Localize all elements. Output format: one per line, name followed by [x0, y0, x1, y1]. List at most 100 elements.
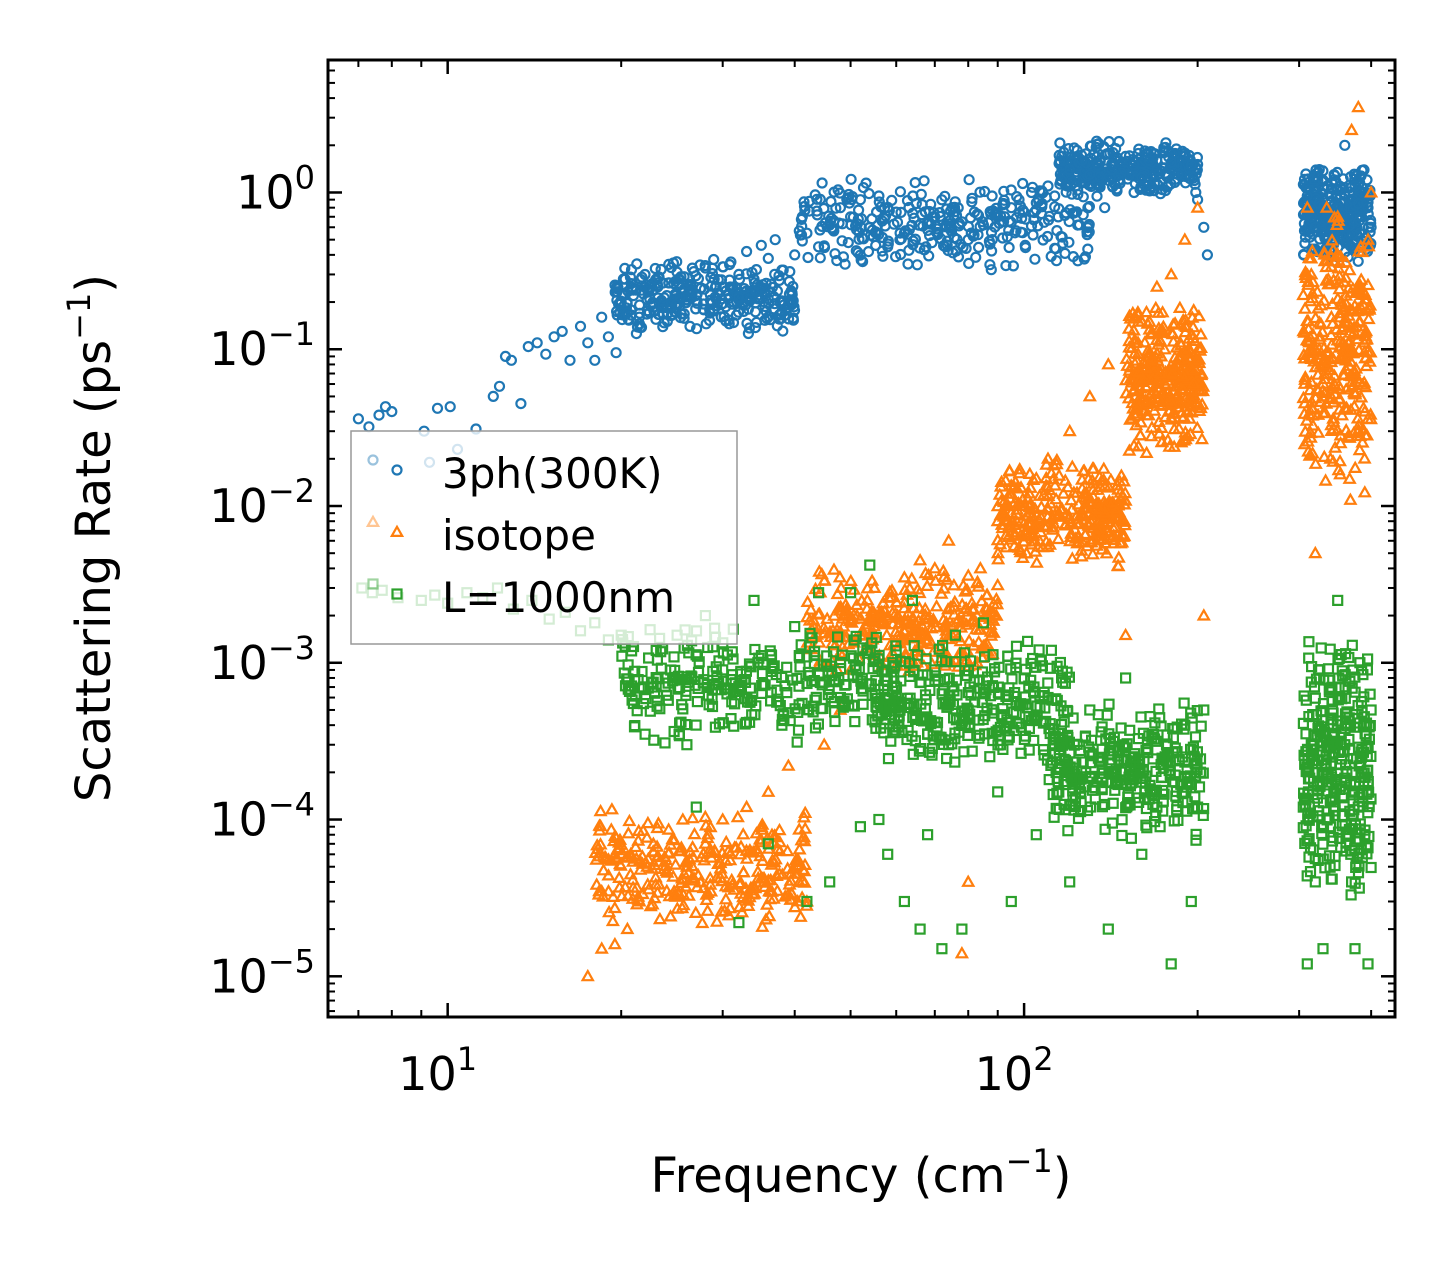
series-0-band-point [878, 202, 891, 214]
series-1-band-point [1300, 313, 1315, 326]
series-1-band-point [1174, 435, 1189, 448]
series-0-band-point [907, 207, 919, 219]
series-2-band-point [1065, 799, 1077, 811]
series-2-band-point [1300, 763, 1313, 775]
series-0-band-point [737, 305, 750, 317]
series-2-band-point [712, 677, 725, 690]
series-2-band-point [629, 675, 641, 687]
series-1-band-point [974, 594, 989, 607]
series-1-band-point [1060, 479, 1075, 493]
series-0-data-point [522, 341, 534, 353]
y-tick-label: 10−2 [209, 472, 315, 533]
series-1-data-point [1177, 232, 1192, 245]
series-2-data-point [898, 895, 911, 908]
series-0-band-point [851, 218, 864, 230]
series-1-band-point [1076, 500, 1091, 514]
series-2-band-point [1173, 753, 1185, 766]
series-1-band-point [1325, 296, 1340, 310]
series-2-band-point [1089, 781, 1101, 794]
series-1-band-point [730, 809, 745, 823]
series-1-band-point [1123, 311, 1138, 324]
series-1-band-point [1343, 340, 1358, 354]
series-2-data-point [1352, 801, 1364, 813]
series-0-band-point [831, 255, 843, 267]
series-0-data-point [977, 219, 990, 231]
series-2-data-point [943, 739, 955, 751]
series-1-band-point [1105, 495, 1121, 508]
series-2-band-point [1316, 827, 1328, 840]
series-1-data-point [990, 513, 1005, 527]
series-0-band-point [1026, 181, 1039, 193]
series-0-band-point [972, 241, 985, 253]
series-1-data-point [817, 737, 832, 750]
series-1-band-point [721, 844, 736, 857]
series-1-band-point [780, 843, 795, 857]
series-0-band-point [624, 271, 637, 283]
series-1-band-point [592, 849, 607, 862]
series-0-band-point [742, 327, 755, 340]
series-1-band-point [1012, 461, 1027, 475]
series-2-data-point [627, 697, 640, 710]
series-2-band-point [1074, 744, 1086, 757]
series-1-band-point [1186, 319, 1201, 333]
series-0-band-point [724, 281, 736, 293]
series-0-band-point [1000, 260, 1012, 272]
series-0-data-point [645, 299, 657, 312]
series-1-band-point [1348, 460, 1363, 473]
series-0-band-point [811, 209, 823, 221]
series-1-band-point [650, 839, 665, 852]
series-1-band-point [1141, 408, 1156, 421]
series-0-band-point [706, 268, 719, 280]
series-2-band-point [1072, 812, 1085, 825]
series-1-band-point [592, 845, 607, 859]
series-2-band-point [1349, 819, 1362, 831]
series-0-data-point [717, 281, 729, 293]
series-1-band-point [784, 885, 799, 899]
series-0-band-point [1041, 230, 1054, 243]
series-2-band-point [1067, 785, 1079, 797]
plot-frame [326, 58, 1397, 1019]
series-0-data-point [548, 331, 560, 343]
series-1-band-point [623, 867, 638, 880]
series-2-band-point [1358, 711, 1370, 723]
series-1-data-point [1360, 232, 1376, 245]
series-0-band-point [1303, 184, 1315, 196]
series-1-band-point [1347, 399, 1362, 412]
series-0-band-point [854, 249, 866, 261]
series-1-band-point [1016, 534, 1031, 547]
series-1-band-point [736, 865, 751, 878]
series-1-band-point [1360, 277, 1376, 291]
series-1-band-point [768, 852, 783, 865]
series-1-band-point [665, 831, 680, 845]
series-1-band-point [954, 614, 969, 628]
series-1-band-point [990, 545, 1005, 559]
series-1-band-point [1026, 472, 1041, 485]
series-2-data-point [1301, 958, 1313, 970]
series-0-data-point [769, 234, 781, 246]
series-2-band-point [804, 627, 816, 640]
series-2-band-point [698, 674, 710, 686]
series-1-data-point [594, 941, 609, 954]
series-0-data-point [633, 311, 645, 323]
series-1-data-point [913, 552, 928, 566]
series-1-band-point [700, 903, 715, 916]
series-2-band-point [1099, 823, 1111, 835]
series-1-band-point [1302, 330, 1318, 343]
series-0-data-point [639, 281, 651, 293]
series-1-band-point [631, 833, 646, 846]
series-2-band-point [1195, 720, 1207, 732]
series-1-data-point [1300, 200, 1315, 213]
series-1-band-point [1308, 310, 1323, 324]
series-2-data-point [717, 664, 729, 676]
series-1-band-point [625, 854, 640, 867]
series-2-data-point [1313, 672, 1325, 684]
series-2-band-point [909, 735, 922, 747]
series-2-data-point [1165, 958, 1177, 970]
series-2-band-point [834, 662, 847, 675]
series-2-band-point [1301, 835, 1313, 847]
series-1-band-point [1183, 426, 1198, 440]
series-0-band-point [1083, 226, 1095, 238]
series-1-data-point [580, 968, 595, 982]
series-1-band-point [936, 581, 951, 594]
series-2-data-point [1365, 704, 1377, 716]
